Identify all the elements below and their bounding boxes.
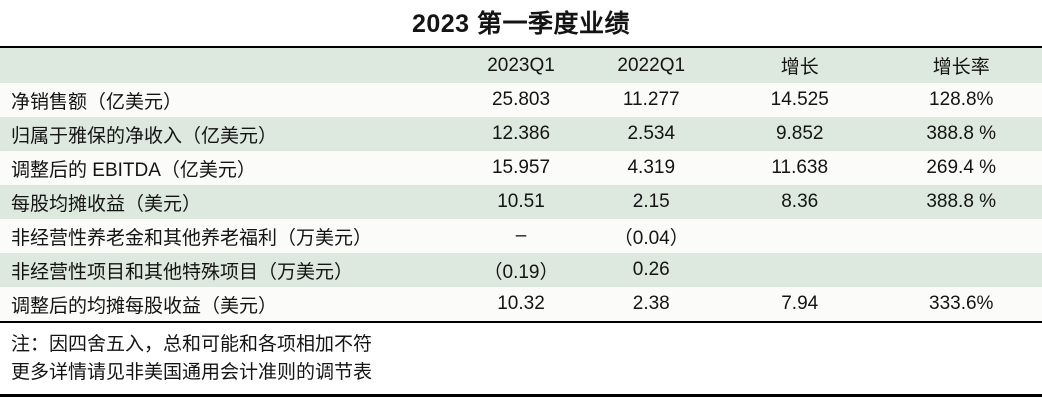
table-row: 归属于雅保的净收入（亿美元） 12.386 2.534 9.852 388.8 … xyxy=(0,117,1042,151)
cell-2022q1: 11.277 xyxy=(622,89,680,110)
cell-2022q1: （0.04） xyxy=(613,227,689,249)
cell-2023q1: 12.386 xyxy=(491,123,551,144)
note-gaap-reconciliation: 更多详情请见非美国通用会计准则的调节表 xyxy=(11,362,373,383)
cell-growth xyxy=(719,253,881,287)
cell-2022q1: 2.15 xyxy=(632,191,670,212)
cell-2023q1: 10.32 xyxy=(497,293,545,314)
cell-growth-rate: 388.8 % xyxy=(926,191,997,212)
table-row: 非经营性养老金和其他养老福利（万美元） – （0.04） xyxy=(0,219,1042,253)
row-label: 调整后的 EBITDA（亿美元） xyxy=(11,159,256,181)
row-label: 每股均摊收益（美元） xyxy=(11,193,202,215)
cell-growth-rate: 388.8 % xyxy=(926,123,997,144)
col-header-growth-rate: 增长率 xyxy=(932,57,990,78)
note-rounding: 注：因四舍五入，总和可能和各项相加不符 xyxy=(11,334,373,355)
cell-2023q1: 15.957 xyxy=(491,157,551,178)
cell-growth xyxy=(719,219,881,253)
table-row: 净销售额（亿美元） 25.803 11.277 14.525 128.8% xyxy=(0,83,1042,117)
cell-growth: 8.36 xyxy=(781,191,819,212)
cell-2023q1: – xyxy=(515,225,527,246)
col-header-metric xyxy=(0,47,458,83)
cell-2022q1: 2.534 xyxy=(627,123,676,144)
cell-growth-rate: 333.6% xyxy=(929,293,994,314)
row-label: 调整后的均摊每股收益（美元） xyxy=(11,295,278,317)
cell-2022q1: 4.319 xyxy=(627,157,676,178)
cell-growth: 9.852 xyxy=(775,123,824,144)
row-label: 归属于雅保的净收入（亿美元） xyxy=(11,125,278,147)
cell-growth: 7.94 xyxy=(781,293,819,314)
page-title: 2023 第一季度业绩 xyxy=(411,10,631,38)
row-label: 非经营性项目和其他特殊项目（万美元） xyxy=(11,261,354,283)
cell-growth: 11.638 xyxy=(771,157,829,178)
row-label: 非经营性养老金和其他养老福利（万美元） xyxy=(11,227,373,249)
cell-2022q1: 2.38 xyxy=(632,293,670,314)
table-row: 调整后的 EBITDA（亿美元） 15.957 4.319 11.638 269… xyxy=(0,151,1042,185)
row-label: 净销售额（亿美元） xyxy=(11,91,183,113)
cell-growth-rate xyxy=(880,253,1042,287)
footnotes: 注：因四舍五入，总和可能和各项相加不符 更多详情请见非美国通用会计准则的调节表 xyxy=(0,323,1042,394)
col-header-2022q1: 2022Q1 xyxy=(617,54,686,76)
col-header-2023q1: 2023Q1 xyxy=(487,54,555,76)
table-row: 每股均摊收益（美元） 10.51 2.15 8.36 388.8 % xyxy=(0,185,1042,219)
table-header-row: 2023Q1 2022Q1 增长 增长率 xyxy=(0,47,1042,83)
cell-2023q1: （0.19） xyxy=(483,261,559,283)
results-table: 2023Q1 2022Q1 增长 增长率 净销售额（亿美元） 25.803 11… xyxy=(0,46,1042,323)
cell-growth: 14.525 xyxy=(770,89,829,110)
table-row: 调整后的均摊每股收益（美元） 10.32 2.38 7.94 333.6% xyxy=(0,287,1042,322)
table-row: 非经营性项目和其他特殊项目（万美元） （0.19） 0.26 xyxy=(0,253,1042,287)
cell-growth-rate: 269.4 % xyxy=(926,157,997,178)
cell-2023q1: 10.51 xyxy=(497,191,545,212)
cell-growth-rate xyxy=(880,219,1042,253)
cell-2022q1: 0.26 xyxy=(632,259,670,280)
cell-growth-rate: 128.8% xyxy=(929,89,994,110)
cell-2023q1: 25.803 xyxy=(491,89,551,110)
bottom-rule xyxy=(0,394,1042,397)
col-header-growth: 增长 xyxy=(780,57,819,78)
